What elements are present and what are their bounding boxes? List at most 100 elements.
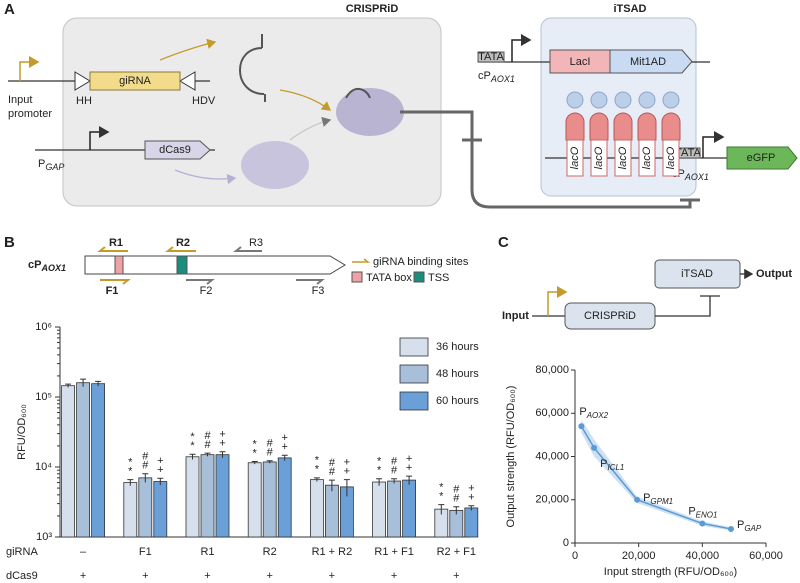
x-tick-label: F1: [139, 546, 152, 558]
error-bar: [453, 506, 460, 515]
sub: AOX1: [490, 74, 515, 84]
error-bar: [65, 383, 72, 388]
confidence-band: [581, 419, 731, 531]
error-bar: [406, 475, 413, 485]
point: [727, 525, 734, 532]
tata-label: TATA: [675, 147, 701, 159]
point-label: PICL1: [600, 458, 624, 472]
bar: [277, 457, 292, 538]
y-tick-label: 0: [563, 537, 569, 549]
significance: +: [281, 441, 287, 453]
itsad-label: iTSAD: [681, 268, 713, 280]
point-label: PAOX2: [579, 406, 608, 420]
x-tick-label: 0: [572, 550, 578, 562]
legend-swatch: [399, 364, 429, 384]
point: [699, 520, 706, 527]
significance: *: [439, 491, 444, 503]
main: P: [38, 158, 45, 170]
laci-label: LacI: [570, 56, 591, 68]
mit1ad-label: Mit1AD: [630, 56, 666, 68]
significance: +: [157, 464, 163, 476]
point-label: PGAP: [737, 519, 762, 533]
error-bar: [266, 460, 273, 464]
y-tick-label: 80,000: [535, 364, 569, 376]
site-label: R3: [249, 237, 263, 249]
main: cP: [28, 259, 41, 271]
significance: #: [453, 493, 460, 505]
laco-box: [566, 139, 584, 177]
legend-label: TSS: [428, 272, 449, 284]
dcas9-label: +: [453, 570, 459, 582]
y-tick-label: 10⁶: [35, 321, 52, 333]
significance: +: [219, 429, 225, 441]
laco-group: lacO lacO lacO lacO lacO: [565, 91, 681, 177]
legend-label: 36 hours: [436, 341, 479, 353]
promoter-label: promoter: [8, 108, 52, 120]
laco-label: lacO: [569, 146, 581, 169]
legend-label: TATA box: [366, 272, 412, 284]
significance: +: [468, 483, 474, 495]
row-label: giRNA: [6, 546, 38, 558]
panel-label: C: [498, 234, 509, 251]
significance: +: [406, 462, 412, 474]
hdv-label: HDV: [192, 95, 216, 107]
error-bar: [189, 453, 196, 460]
lacI-dimer: [661, 112, 681, 141]
significance: *: [128, 457, 133, 469]
dcas9-label: dCas9: [159, 144, 191, 156]
legend-label: giRNA binding sites: [373, 256, 469, 268]
dcas9-label: +: [204, 570, 210, 582]
site-label: R1: [109, 237, 123, 249]
grna-label: giRNA: [119, 75, 151, 87]
sub: GAP: [744, 524, 762, 533]
lacI-ball: [614, 91, 632, 109]
tata-label: TATA: [478, 51, 504, 63]
row-label: dCas9: [6, 570, 38, 582]
sub: GPM1: [650, 497, 673, 506]
crispri-label: CRISPRiD: [584, 310, 636, 322]
x-tick-label: 40,000: [686, 550, 720, 562]
crispri-title: CRISPRiD: [346, 3, 399, 15]
significance: #: [204, 430, 211, 442]
laco-box: [638, 139, 656, 177]
significance: #: [142, 451, 149, 463]
laco-box: [662, 139, 680, 177]
x-tick-label: R1: [200, 546, 214, 558]
main: P: [737, 519, 744, 531]
bar: [402, 479, 417, 538]
error-bar: [80, 378, 87, 387]
sub: GAP: [45, 162, 64, 172]
laco-label: lacO: [617, 146, 629, 169]
site-label: R2: [176, 237, 190, 249]
bar: [91, 383, 105, 538]
significance: +: [219, 438, 225, 450]
y-tick-label: 10³: [36, 531, 52, 543]
panel-b-shapes: [84, 246, 425, 285]
significance: #: [204, 439, 211, 451]
lacI-ball: [566, 91, 584, 109]
itsad-title: iTSAD: [614, 3, 647, 15]
pgap-label: PGAP: [38, 158, 64, 172]
error-bar: [391, 478, 398, 484]
point-label: PENO1: [688, 505, 717, 519]
error-bar: [142, 473, 149, 483]
significance: *: [253, 438, 258, 450]
bar: [247, 462, 262, 538]
significance: *: [377, 465, 382, 477]
error-bar: [281, 454, 288, 461]
dcas9-label: +: [142, 570, 148, 582]
lacI-dimer: [637, 112, 657, 141]
bar: [324, 484, 339, 538]
legend-swatch: [399, 391, 429, 411]
significance: #: [391, 465, 398, 477]
bar: [185, 456, 200, 538]
significance: #: [267, 447, 274, 459]
main: cP: [478, 70, 491, 82]
y-tick-label: 60,000: [535, 407, 569, 419]
y-tick-label: 10⁴: [35, 461, 52, 473]
point: [578, 423, 585, 430]
error-bar: [313, 477, 320, 482]
bar: [387, 480, 402, 538]
sub: AOX1: [684, 172, 709, 182]
